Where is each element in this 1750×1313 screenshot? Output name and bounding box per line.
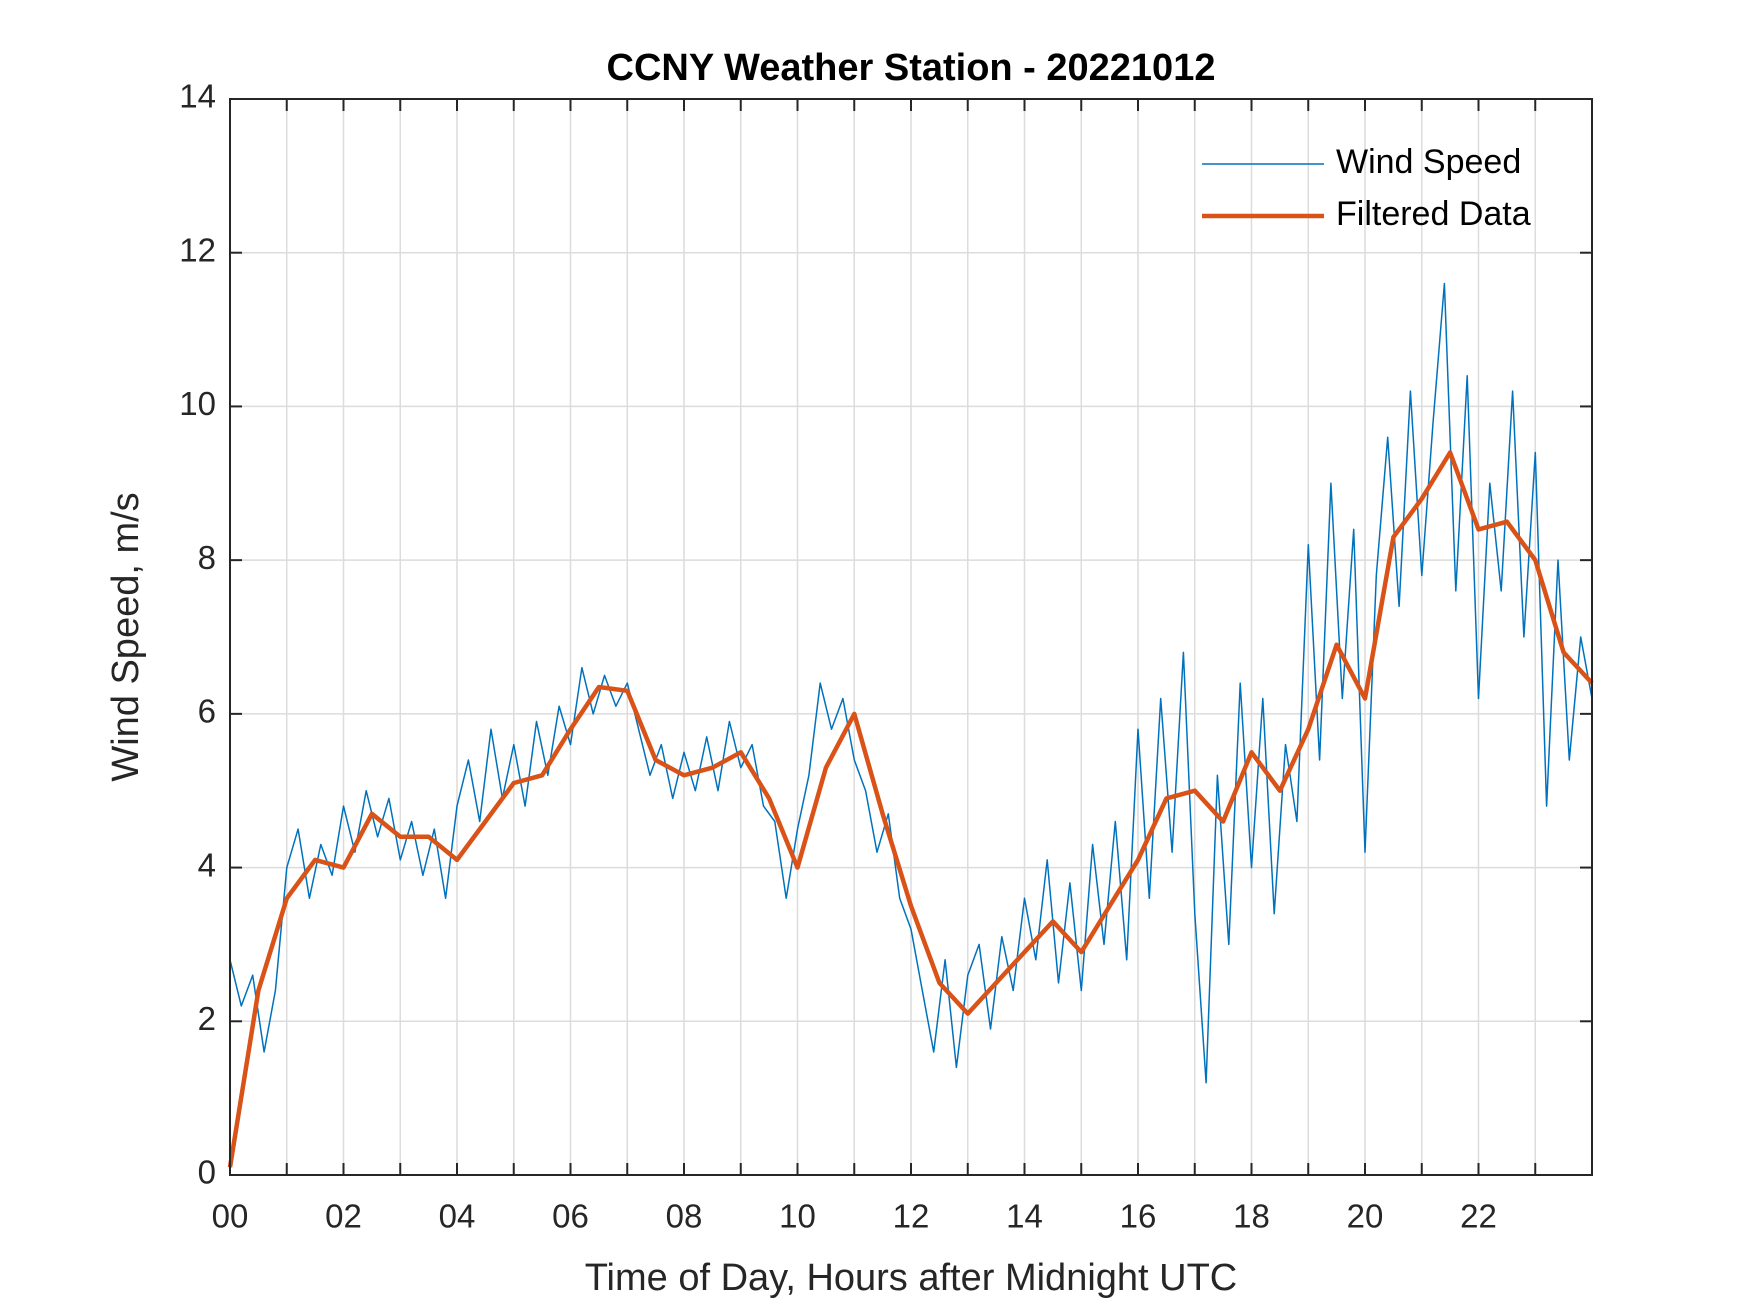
legend-label: Wind Speed [1336,143,1521,181]
x-tick-label: 22 [1460,1198,1497,1235]
data-line [227,450,1594,1168]
y-tick-label: 12 [179,231,216,268]
x-tick-label: 04 [439,1198,476,1235]
x-tick-label: 00 [212,1198,249,1235]
y-tick-label: 10 [179,385,216,422]
y-tick-label: 14 [179,78,216,115]
x-tick-label: 14 [1006,1198,1043,1235]
y-tick-label: 0 [198,1154,216,1191]
y-tick-label: 8 [198,539,216,576]
data-line [229,282,1593,1084]
x-tick-label: 08 [666,1198,703,1235]
legend-label: Filtered Data [1336,195,1531,233]
y-axis-label: Wind Speed, m/s [105,492,147,781]
chart-title: CCNY Weather Station - 20221012 [607,47,1216,89]
y-tick-label: 6 [198,693,216,730]
x-tick-label: 10 [779,1198,816,1235]
x-tick-label: 06 [552,1198,589,1235]
x-tick-label: 20 [1347,1198,1384,1235]
y-tick-label: 2 [198,1000,216,1037]
x-axis-label: Time of Day, Hours after Midnight UTC [585,1257,1238,1299]
x-tick-label: 12 [893,1198,930,1235]
x-tick-label: 18 [1233,1198,1270,1235]
y-tick-label: 4 [198,846,216,883]
x-tick-label: 02 [325,1198,362,1235]
x-tick-label: 16 [1120,1198,1157,1235]
